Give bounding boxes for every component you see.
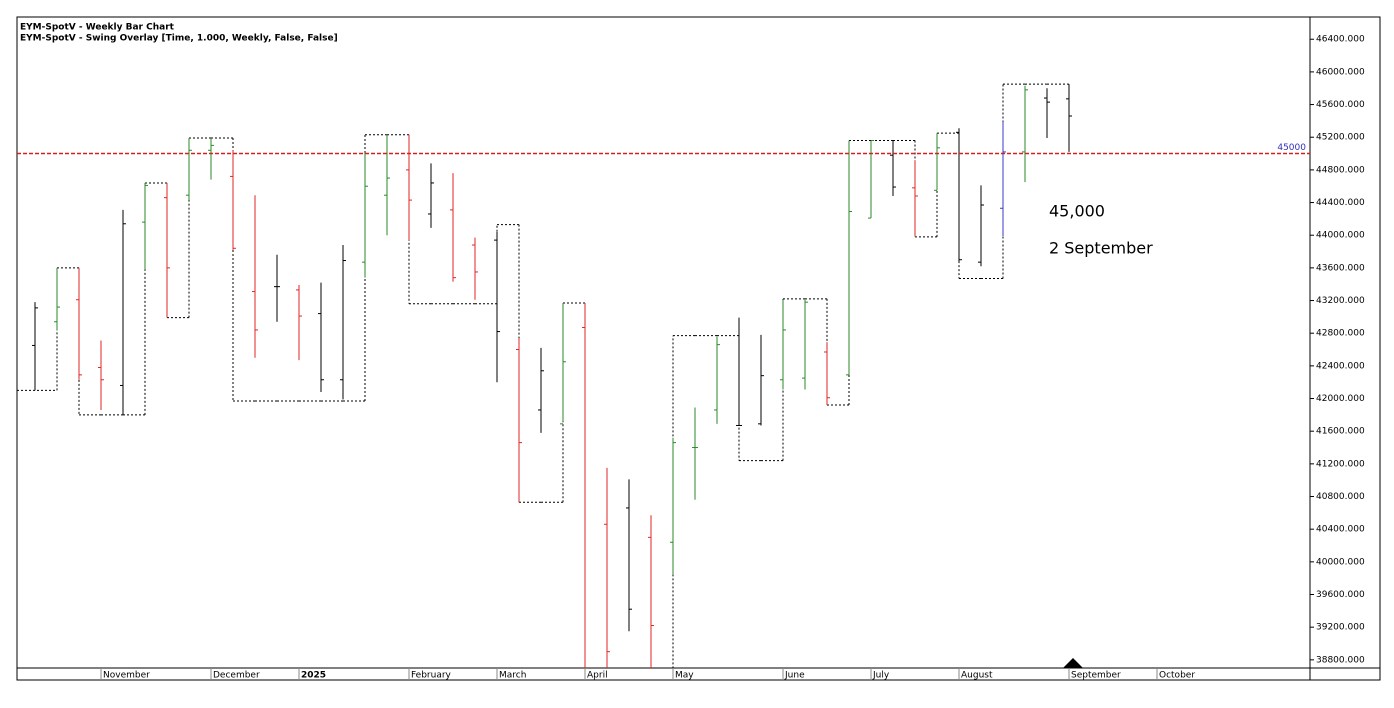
x-tick-label: August <box>961 671 993 681</box>
y-tick-label: 42000.000 <box>1316 394 1365 404</box>
y-tick-label: 40000.000 <box>1316 557 1365 567</box>
chart-subtitle: EYM-SpotV - Swing Overlay [Time, 1.000, … <box>20 34 338 44</box>
x-tick-label: March <box>499 671 526 681</box>
reference-label: 45000 <box>1277 143 1306 153</box>
x-tick-label: 2025 <box>301 671 326 681</box>
x-tick-label: October <box>1159 671 1195 681</box>
x-tick-label: April <box>587 671 608 681</box>
y-tick-label: 43600.000 <box>1316 263 1365 273</box>
y-tick-label: 39200.000 <box>1316 623 1365 633</box>
x-tick-label: February <box>411 671 452 681</box>
x-tick-label: May <box>675 671 694 681</box>
annotation: 2 September <box>1049 239 1153 258</box>
y-tick-label: 44400.000 <box>1316 198 1365 208</box>
y-tick-label: 44800.000 <box>1316 165 1365 175</box>
y-tick-label: 42800.000 <box>1316 329 1365 339</box>
date-marker <box>1063 658 1083 668</box>
y-tick-label: 41600.000 <box>1316 427 1365 437</box>
frame <box>16 16 1381 681</box>
y-tick-label: 39600.000 <box>1316 590 1365 600</box>
x-tick-label: December <box>213 671 260 681</box>
y-tick-label: 46000.000 <box>1316 67 1365 77</box>
chart-title: EYM-SpotV - Weekly Bar Chart <box>20 23 175 33</box>
y-tick-label: 46400.000 <box>1316 35 1365 45</box>
y-tick-label: 43200.000 <box>1316 296 1365 306</box>
x-tick-label: July <box>872 671 890 681</box>
y-tick-label: 41200.000 <box>1316 459 1365 469</box>
plot-area <box>17 83 1072 668</box>
y-tick-label: 45200.000 <box>1316 133 1365 143</box>
x-tick-label: November <box>103 671 150 681</box>
y-tick-label: 40400.000 <box>1316 525 1365 535</box>
x-tick-label: June <box>784 671 805 681</box>
y-tick-label: 45600.000 <box>1316 100 1365 110</box>
y-tick-label: 38800.000 <box>1316 655 1365 665</box>
y-tick-label: 44000.000 <box>1316 231 1365 241</box>
y-tick-label: 42400.000 <box>1316 361 1365 371</box>
y-tick-label: 40800.000 <box>1316 492 1365 502</box>
x-tick-label: September <box>1071 671 1121 681</box>
annotation: 45,000 <box>1049 202 1105 221</box>
